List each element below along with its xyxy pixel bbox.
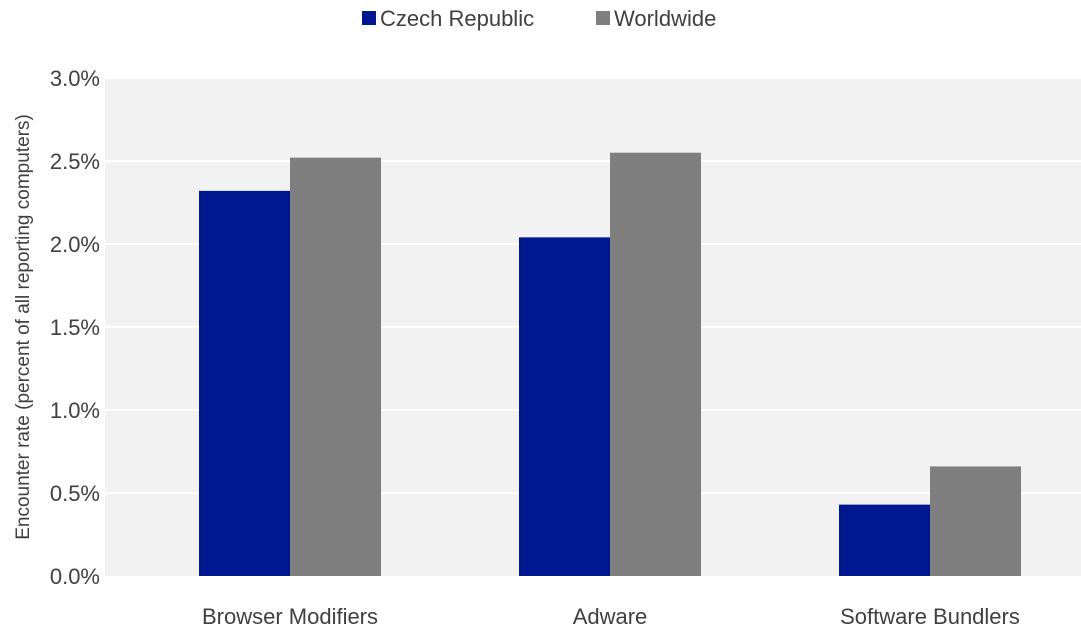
y-tick-label: 2.5%	[50, 149, 100, 174]
y-axis-ticks: 0.0% 0.5% 1.0% 1.5% 2.0% 2.5% 3.0%	[50, 66, 100, 589]
legend-label: Worldwide	[614, 6, 716, 31]
y-tick-label: 3.0%	[50, 66, 100, 91]
bar-worldwide-browser-modifiers	[290, 157, 381, 576]
bar-czech-republic-browser-modifiers	[199, 190, 290, 576]
y-tick-label: 0.5%	[50, 481, 100, 506]
x-category-label: Software Bundlers	[840, 604, 1020, 629]
x-category-label: Adware	[573, 604, 648, 629]
y-tick-label: 2.0%	[50, 232, 100, 257]
bar-czech-republic-software-bundlers	[839, 504, 930, 576]
legend-swatch	[362, 11, 376, 25]
bar-czech-republic-adware	[519, 237, 610, 577]
bar-worldwide-adware	[610, 152, 701, 576]
legend: Czech Republic Worldwide	[362, 6, 716, 31]
legend-swatch	[596, 11, 610, 25]
bars	[199, 152, 1021, 577]
y-axis-title: Encounter rate (percent of all reporting…	[13, 114, 34, 540]
x-axis-categories: Browser Modifiers Adware Software Bundlers	[202, 604, 1020, 629]
legend-label: Czech Republic	[380, 6, 534, 31]
bar-worldwide-software-bundlers	[930, 466, 1021, 576]
y-tick-label: 1.5%	[50, 315, 100, 340]
y-tick-label: 0.0%	[50, 564, 100, 589]
x-category-label: Browser Modifiers	[202, 604, 378, 629]
y-tick-label: 1.0%	[50, 398, 100, 423]
